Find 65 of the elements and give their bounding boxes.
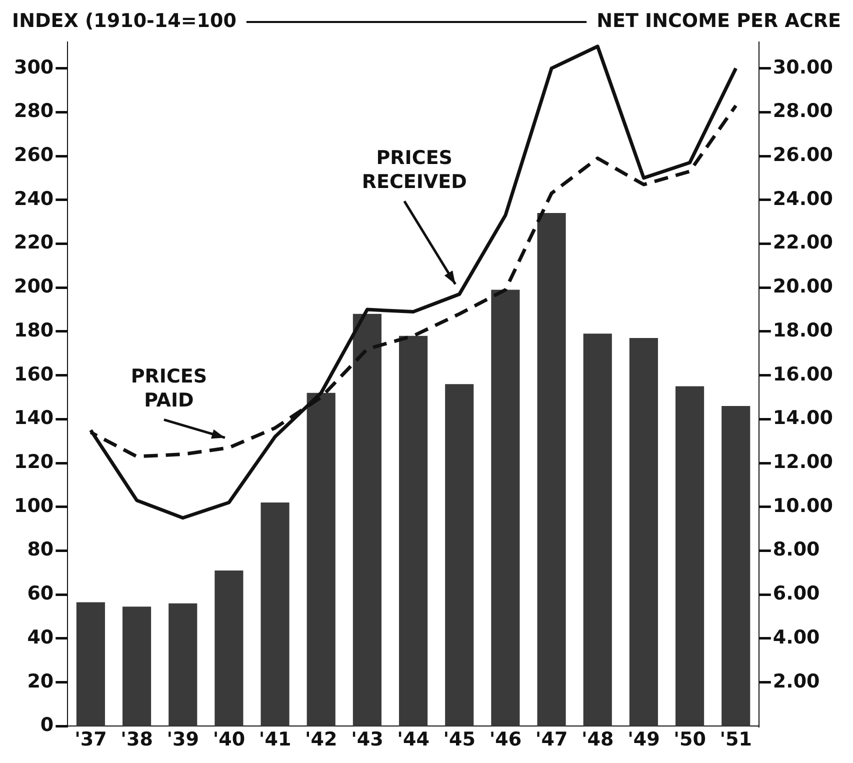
bar	[260, 502, 290, 726]
y-tick-label: 40	[27, 626, 54, 648]
x-tick-label: '47	[535, 728, 568, 751]
x-tick-label: '46	[489, 728, 522, 751]
y-tick-label: 240	[14, 188, 54, 210]
bar	[537, 213, 566, 726]
y2-tick-label: 18.00	[772, 319, 834, 342]
x-tick-label: '48	[581, 728, 614, 751]
bar	[722, 406, 750, 726]
y2-tick-label: 28.00	[772, 100, 834, 122]
x-tick-label: '38	[120, 728, 153, 751]
y2-tick-label: 4.00	[772, 626, 820, 648]
bar	[306, 392, 336, 726]
x-tick-label: '49	[628, 728, 660, 751]
x-tick-label: '51	[720, 728, 752, 751]
y2-tick-label: 14.00	[772, 407, 834, 430]
y-tick-label: 180	[14, 319, 54, 342]
y-tick-label: 80	[27, 538, 54, 561]
y-tick-label: 260	[14, 144, 54, 166]
y-tick-label: 140	[14, 407, 54, 430]
y-tick-label: 20	[27, 670, 54, 692]
y-tick-label: 0	[40, 714, 54, 736]
x-tick-label: '37	[74, 728, 107, 751]
y2-tick-label: 6.00	[772, 582, 820, 605]
x-tick-label: '41	[258, 728, 292, 751]
y2-tick-label: 30.00	[772, 56, 834, 78]
bar	[352, 314, 382, 726]
series-label: PRICES PAID	[130, 366, 208, 412]
y-tick-label: 280	[14, 100, 54, 122]
y-tick-label: 100	[14, 494, 54, 517]
y-tick-label: 120	[14, 450, 54, 473]
bar	[629, 338, 658, 726]
y2-tick-label: 22.00	[772, 232, 834, 254]
bar	[583, 334, 612, 726]
text: PRICES RECEIVED	[362, 147, 467, 194]
x-tick-label: '43	[351, 728, 384, 751]
y-tick-label: 300	[14, 56, 54, 78]
y2-tick-label: 8.00	[772, 538, 820, 561]
x-tick-label: '44	[397, 728, 430, 751]
bar	[675, 386, 704, 726]
bar	[398, 336, 428, 726]
y-tick-label: 60	[27, 582, 54, 605]
y-tick-label: 200	[14, 276, 54, 298]
bar	[168, 603, 198, 726]
x-tick-label: '40	[212, 728, 246, 751]
y2-tick-label: 12.00	[772, 450, 834, 473]
y2-tick-label: 2.00	[772, 670, 820, 692]
bar	[491, 290, 520, 726]
x-tick-label: '45	[443, 728, 476, 751]
bar	[122, 606, 152, 726]
bar	[445, 384, 474, 726]
bar	[76, 602, 105, 726]
y2-tick-label: 24.00	[772, 188, 834, 210]
y-tick-label: 220	[14, 232, 54, 254]
x-tick-label: '42	[304, 728, 338, 751]
y-axis-title: INDEX (1910-14=100	[12, 10, 236, 32]
y2-tick-label: 20.00	[772, 276, 834, 298]
y2-tick-label: 26.00	[772, 144, 834, 166]
x-tick-label: '39	[166, 728, 199, 751]
y-tick-label: 160	[14, 363, 54, 386]
y2-tick-label: 16.00	[772, 363, 834, 386]
bar	[214, 570, 244, 726]
y2-axis-title: NET INCOME PER ACRE	[596, 10, 841, 32]
y2-tick-label: 10.00	[772, 494, 834, 517]
x-tick-label: '50	[674, 728, 706, 751]
